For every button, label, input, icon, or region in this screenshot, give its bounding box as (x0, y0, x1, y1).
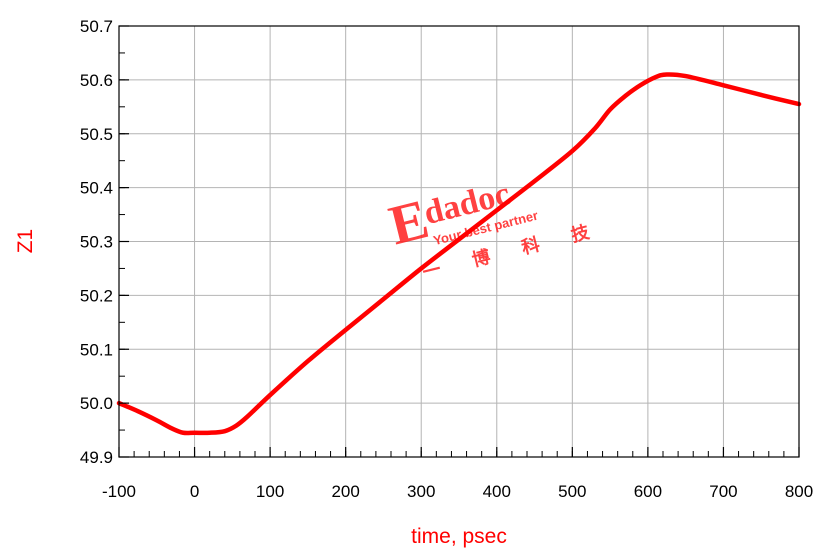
x-tick-labels: -100 0 100 200 300 400 500 600 700 800 (102, 482, 813, 501)
x-tick-label: 200 (331, 482, 359, 501)
y-tick-label: 50.5 (80, 125, 113, 144)
x-tick-label: 400 (483, 482, 511, 501)
x-tick-label: 100 (256, 482, 284, 501)
y-tick-label: 50.3 (80, 233, 113, 252)
x-tick-label: 500 (558, 482, 586, 501)
major-ticks (118, 25, 800, 458)
x-tick-label: 0 (190, 482, 199, 501)
y-tick-labels: 49.9 50.0 50.1 50.2 50.3 50.4 50.5 50.6 50.7 (80, 17, 113, 467)
x-axis-title: time, psec (411, 525, 507, 548)
x-tick-label: -100 (102, 482, 136, 501)
y-axis-title: Z1 (14, 229, 37, 254)
series-line-z1 (116, 72, 802, 436)
y-tick-label: 50.6 (80, 71, 113, 90)
x-tick-label: 600 (634, 482, 662, 501)
y-tick-label: 49.9 (80, 448, 113, 467)
x-tick-label: 700 (709, 482, 737, 501)
y-tick-label: 50.7 (80, 17, 113, 36)
y-tick-label: 50.4 (80, 179, 113, 198)
y-tick-label: 50.1 (80, 340, 113, 359)
x-tick-label: 300 (407, 482, 435, 501)
y-tick-label: 50.2 (80, 286, 113, 305)
x-tick-label: 800 (785, 482, 813, 501)
y-tick-label: 50.0 (80, 394, 113, 413)
